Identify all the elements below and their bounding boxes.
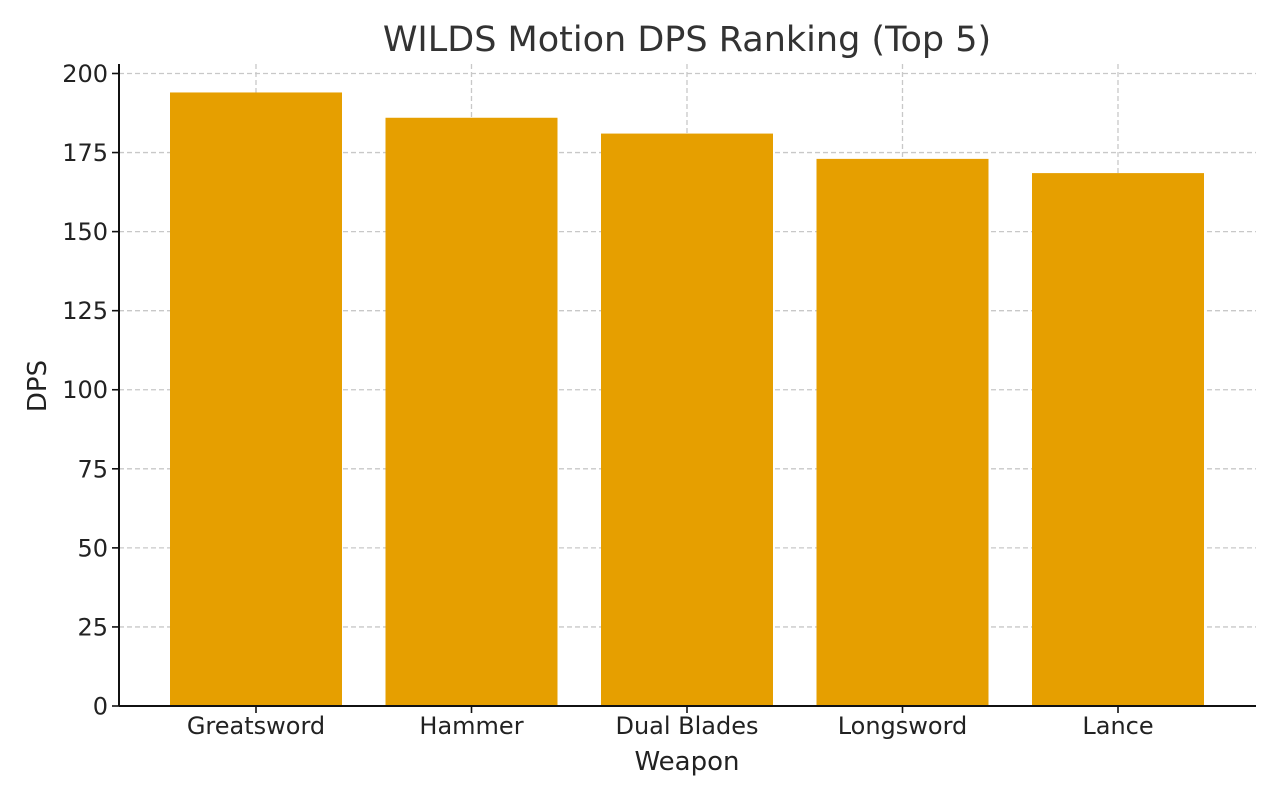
- x-tick-label: Lance: [1082, 712, 1153, 740]
- y-tick-label: 125: [62, 297, 108, 325]
- x-tick-label: Hammer: [419, 712, 523, 740]
- x-tick-label: Greatsword: [187, 712, 325, 740]
- bar-lance: [1032, 173, 1204, 706]
- y-tick-label: 75: [77, 455, 108, 483]
- y-tick-label: 100: [62, 376, 108, 404]
- y-tick-label: 175: [62, 139, 108, 167]
- bars: [170, 92, 1204, 707]
- chart-title: WILDS Motion DPS Ranking (Top 5): [383, 20, 991, 60]
- y-tick-label: 200: [62, 60, 108, 88]
- x-tick-label: Dual Blades: [615, 712, 758, 740]
- x-axis-label: Weapon: [634, 747, 739, 777]
- bar-longsword: [816, 158, 989, 707]
- tick-labels: 0 25 50 75 100 125 150 175 200 Greatsword Hammer Du…: [62, 60, 1153, 740]
- x-tick-label: Longsword: [838, 712, 968, 740]
- y-tick-label: 150: [62, 218, 108, 246]
- bar-greatsword: [170, 92, 342, 706]
- bar-dual-blades: [601, 133, 773, 706]
- y-tick-label: 0: [93, 693, 108, 721]
- y-tick-label: 25: [77, 613, 108, 641]
- y-axis-label: DPS: [23, 360, 53, 412]
- bar-hammer: [385, 117, 558, 706]
- y-tick-label: 50: [77, 534, 108, 562]
- axes: [112, 64, 1256, 713]
